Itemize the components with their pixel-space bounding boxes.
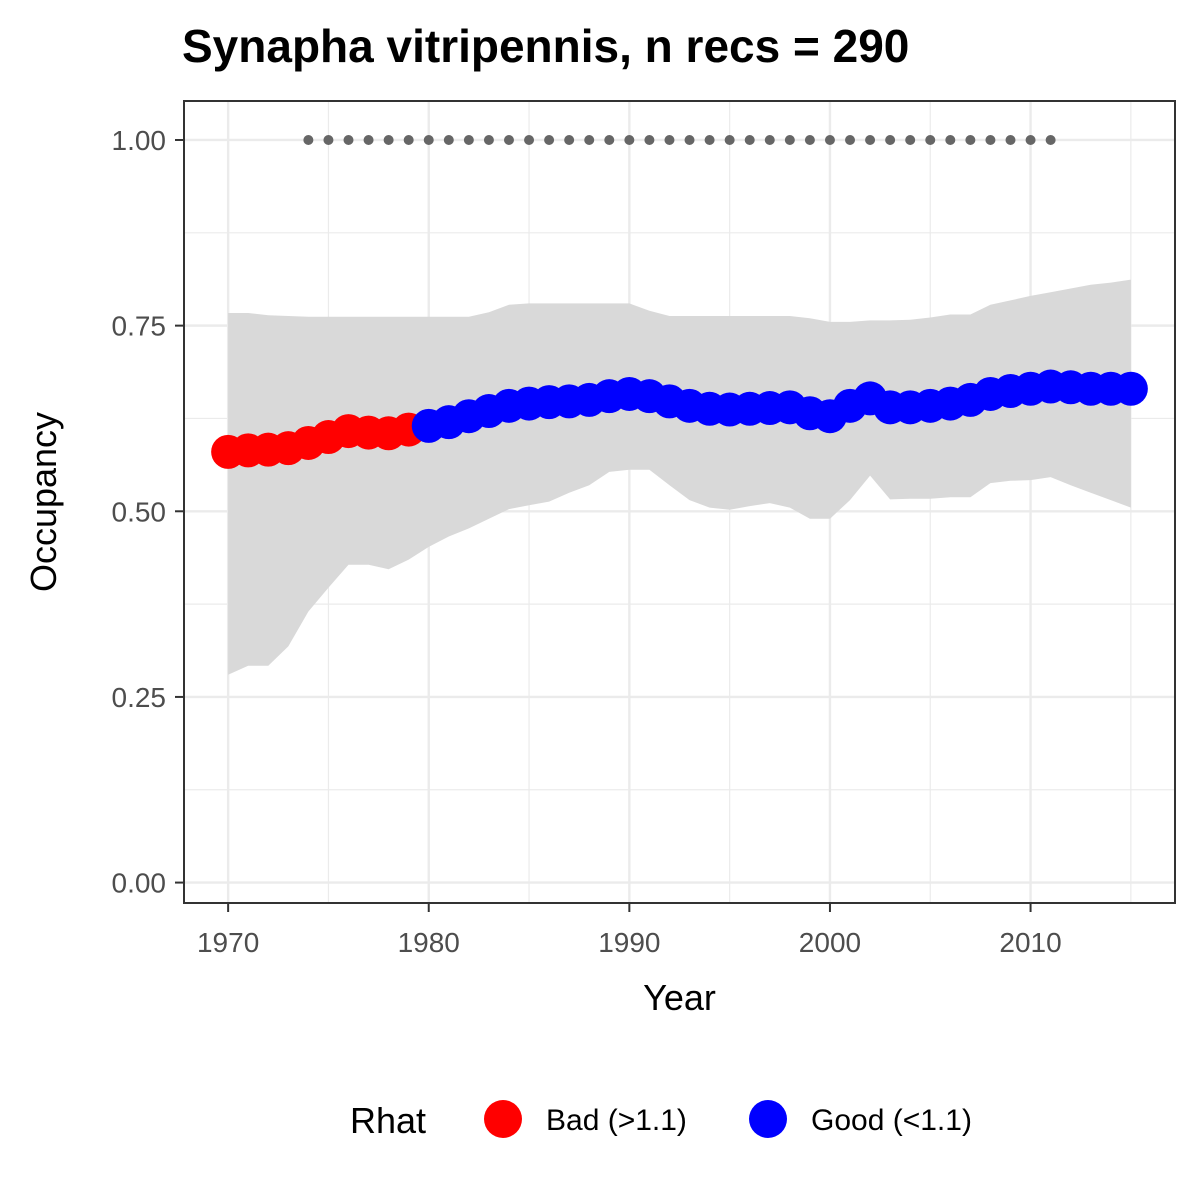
record-dot xyxy=(544,134,555,145)
legend-title: Rhat xyxy=(350,1100,426,1141)
occupancy-points xyxy=(211,369,1148,469)
record-dot xyxy=(303,134,314,145)
record-dot xyxy=(1025,134,1036,145)
record-dot xyxy=(925,134,936,145)
record-dot xyxy=(323,134,334,145)
record-dot xyxy=(624,134,635,145)
legend-key xyxy=(749,1100,787,1138)
legend: Rhat Bad (>1.1) Good (<1.1) xyxy=(350,1100,972,1141)
record-dot xyxy=(784,134,795,145)
x-tick-label: 1970 xyxy=(197,927,259,958)
y-axis: 0.00 0.25 0.50 0.75 1.00 xyxy=(112,125,184,899)
legend-entries: Bad (>1.1) Good (<1.1) xyxy=(484,1100,972,1138)
record-dot xyxy=(764,134,775,145)
legend-label: Bad (>1.1) xyxy=(546,1104,687,1137)
x-tick-label: 2010 xyxy=(999,927,1061,958)
record-dot xyxy=(463,134,474,145)
record-dot xyxy=(483,134,494,145)
record-dot xyxy=(905,134,916,145)
record-dot xyxy=(804,134,815,145)
x-axis: 1970 1980 1990 2000 2010 xyxy=(197,903,1062,958)
record-dot xyxy=(524,134,535,145)
x-tick-label: 1990 xyxy=(598,927,660,958)
record-dot xyxy=(664,134,675,145)
y-axis-title: Occupancy xyxy=(23,412,64,592)
record-dot xyxy=(744,134,755,145)
credible-interval xyxy=(228,279,1131,675)
record-dot xyxy=(403,134,414,145)
record-dot xyxy=(724,134,735,145)
record-dot xyxy=(985,134,996,145)
record-dot xyxy=(343,134,354,145)
plot-panel xyxy=(183,100,1176,904)
record-dot xyxy=(1045,134,1056,145)
record-dot xyxy=(443,134,454,145)
record-dot xyxy=(684,134,695,145)
record-dot xyxy=(845,134,856,145)
record-dot xyxy=(1005,134,1016,145)
y-tick-label: 0.75 xyxy=(112,311,167,342)
record-dot xyxy=(604,134,615,145)
y-tick-label: 1.00 xyxy=(112,125,167,156)
chart-title: Synapha vitripennis, n recs = 290 xyxy=(182,20,909,72)
legend-key xyxy=(484,1100,522,1138)
record-dot xyxy=(865,134,876,145)
x-tick-label: 2000 xyxy=(799,927,861,958)
record-dot xyxy=(383,134,394,145)
x-axis-title: Year xyxy=(643,977,716,1018)
record-dot xyxy=(423,134,434,145)
record-dot xyxy=(965,134,976,145)
y-tick-label: 0.50 xyxy=(112,496,167,527)
legend-label: Good (<1.1) xyxy=(811,1104,972,1137)
y-tick-label: 0.00 xyxy=(112,868,167,899)
record-dot xyxy=(503,134,514,145)
record-dot xyxy=(824,134,835,145)
x-tick-label: 1980 xyxy=(398,927,460,958)
record-dot xyxy=(704,134,715,145)
record-dot xyxy=(363,134,374,145)
record-dot xyxy=(564,134,575,145)
record-dots xyxy=(303,134,1056,145)
y-tick-label: 0.25 xyxy=(112,682,167,713)
record-dot xyxy=(644,134,655,145)
record-dot xyxy=(885,134,896,145)
panel-border xyxy=(183,100,1176,904)
occupancy-point xyxy=(1113,371,1148,406)
record-dot xyxy=(584,134,595,145)
credible-interval-ribbon xyxy=(228,279,1131,675)
record-dot xyxy=(945,134,956,145)
